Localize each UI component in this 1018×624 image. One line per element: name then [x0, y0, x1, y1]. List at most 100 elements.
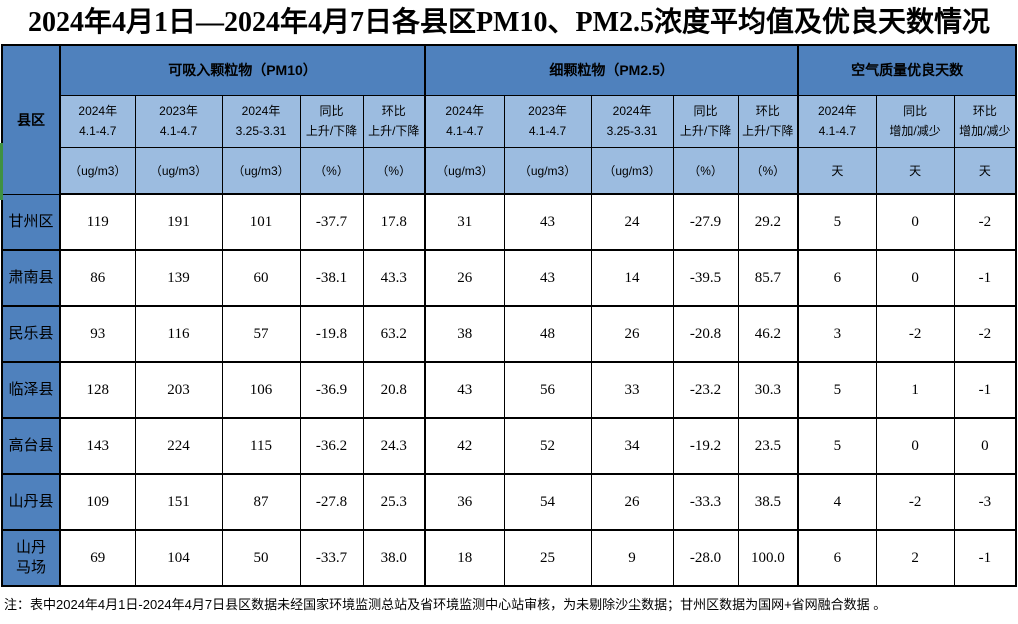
unit-header: （ug/m3）	[590, 146, 674, 195]
row-header: 民乐县	[1, 305, 61, 363]
cell-value: 23.5	[737, 417, 799, 475]
cell-value: -1	[953, 361, 1017, 419]
cell-value: 63.2	[362, 305, 426, 363]
cell-value: 100.0	[737, 529, 799, 587]
cell-value: 60	[221, 249, 301, 307]
cell-value: -19.2	[672, 417, 739, 475]
unit-header: 天	[797, 146, 877, 195]
cell-value: 85.7	[737, 249, 799, 307]
table-row: 高台县 143 224 115 -36.2 24.3 42 52 34 -19.…	[1, 417, 1017, 475]
sub-header: 同比 增加/减少	[875, 94, 955, 148]
cell-value: 20.8	[362, 361, 426, 419]
cell-value: 38	[424, 305, 505, 363]
cell-value: 57	[221, 305, 301, 363]
cell-value: -33.7	[299, 529, 364, 587]
table-row: 山丹 马场 69 104 50 -33.7 38.0 18 25 9 -28.0…	[1, 529, 1017, 587]
cell-value: 116	[134, 305, 223, 363]
table-row: 临泽县 128 203 106 -36.9 20.8 43 56 33 -23.…	[1, 361, 1017, 419]
cell-value: 26	[590, 305, 674, 363]
cell-value: 43.3	[362, 249, 426, 307]
group-header-good-days: 空气质量优良天数	[797, 44, 1017, 96]
table-row: 民乐县 93 116 57 -19.8 63.2 38 48 26 -20.8 …	[1, 305, 1017, 363]
cell-value: 31	[424, 193, 505, 251]
cell-value: 14	[590, 249, 674, 307]
cell-value: -2	[875, 473, 955, 531]
group-header-pm25: 细颗粒物（PM2.5）	[424, 44, 799, 96]
cell-value: 6	[797, 249, 877, 307]
cell-value: -1	[953, 249, 1017, 307]
cell-value: 18	[424, 529, 505, 587]
cell-value: 1	[875, 361, 955, 419]
table-body: 甘州区 119 191 101 -37.7 17.8 31 43 24 -27.…	[1, 193, 1017, 587]
footnote-text: 注：表中2024年4月1日-2024年4月7日县区数据未经国家环境监测总站及省环…	[4, 597, 887, 612]
cell-value: 43	[424, 361, 505, 419]
cell-value: 5	[797, 193, 877, 251]
cell-value: -36.9	[299, 361, 364, 419]
cell-value: 24.3	[362, 417, 426, 475]
cell-value: -38.1	[299, 249, 364, 307]
aqi-table: 县区 可吸入颗粒物（PM10） 细颗粒物（PM2.5） 空气质量优良天数 202…	[1, 44, 1018, 587]
unit-header: （ug/m3）	[221, 146, 301, 195]
sub-header: 环比 上升/下降	[362, 94, 426, 148]
cell-value: 34	[590, 417, 674, 475]
cell-value: 17.8	[362, 193, 426, 251]
cell-value: 203	[134, 361, 223, 419]
sub-header-row: 2024年 4.1-4.7 2023年 4.1-4.7 2024年 3.25-3…	[2, 94, 1017, 148]
unit-header: （%）	[737, 146, 799, 195]
cell-value: -33.3	[672, 473, 739, 531]
table-row: 肃南县 86 139 60 -38.1 43.3 26 43 14 -39.5 …	[1, 249, 1017, 307]
green-edge-strip	[0, 143, 3, 200]
unit-header: （ug/m3）	[134, 146, 223, 195]
cell-value: -36.2	[299, 417, 364, 475]
sub-header: 2023年 4.1-4.7	[503, 94, 592, 148]
cell-value: 139	[134, 249, 223, 307]
cell-value: 26	[424, 249, 505, 307]
cell-value: -27.9	[672, 193, 739, 251]
cell-value: 86	[59, 249, 136, 307]
cell-value: -27.8	[299, 473, 364, 531]
cell-value: 104	[134, 529, 223, 587]
cell-value: 151	[134, 473, 223, 531]
row-header: 甘州区	[1, 193, 61, 251]
cell-value: 143	[59, 417, 136, 475]
sub-header: 2024年 3.25-3.31	[590, 94, 674, 148]
cell-value: -37.7	[299, 193, 364, 251]
unit-header: （%）	[362, 146, 426, 195]
cell-value: 46.2	[737, 305, 799, 363]
cell-value: -39.5	[672, 249, 739, 307]
unit-header: 天	[953, 146, 1017, 195]
table-header: 县区 可吸入颗粒物（PM10） 细颗粒物（PM2.5） 空气质量优良天数 202…	[1, 44, 1017, 195]
cell-value: -20.8	[672, 305, 739, 363]
cell-value: 0	[875, 249, 955, 307]
cell-value: 43	[503, 193, 592, 251]
unit-header: 天	[875, 146, 955, 195]
cell-value: 56	[503, 361, 592, 419]
cell-value: 0	[953, 417, 1017, 475]
cell-value: 25	[503, 529, 592, 587]
cell-value: 5	[797, 361, 877, 419]
cell-value: 109	[59, 473, 136, 531]
group-header-row: 县区 可吸入颗粒物（PM10） 细颗粒物（PM2.5） 空气质量优良天数	[1, 44, 1017, 195]
cell-value: -2	[875, 305, 955, 363]
cell-value: 5	[797, 417, 877, 475]
sub-header: 2024年 4.1-4.7	[797, 94, 877, 148]
row-header: 山丹 马场	[1, 529, 61, 587]
table-row: 山丹县 109 151 87 -27.8 25.3 36 54 26 -33.3…	[1, 473, 1017, 531]
row-header: 临泽县	[1, 361, 61, 419]
cell-value: 38.5	[737, 473, 799, 531]
cell-value: 36	[424, 473, 505, 531]
cell-value: 26	[590, 473, 674, 531]
sub-header: 2024年 3.25-3.31	[221, 94, 301, 148]
unit-header: （%）	[299, 146, 364, 195]
cell-value: 29.2	[737, 193, 799, 251]
cell-value: 191	[134, 193, 223, 251]
col-header-county: 县区	[1, 44, 61, 195]
cell-value: 3	[797, 305, 877, 363]
cell-value: 54	[503, 473, 592, 531]
cell-value: 0	[875, 193, 955, 251]
unit-header: （ug/m3）	[424, 146, 505, 195]
unit-header: （%）	[672, 146, 739, 195]
cell-value: 43	[503, 249, 592, 307]
cell-value: -1	[953, 529, 1017, 587]
unit-header: （ug/m3）	[59, 146, 136, 195]
